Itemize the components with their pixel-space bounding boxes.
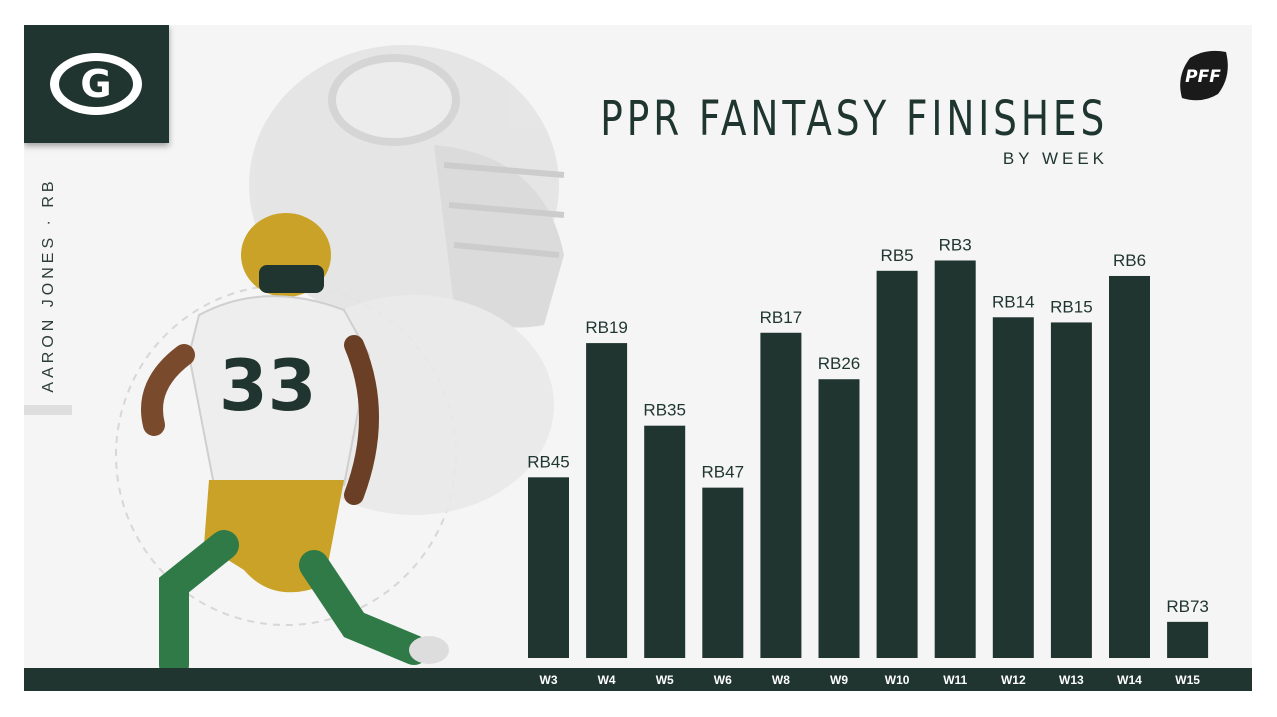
- bar-w14: [1109, 275, 1150, 658]
- x-tick-w6: W6: [714, 673, 732, 687]
- data-label-w6: RB47: [702, 463, 745, 482]
- bar-chart: RB45 W3 RB19 W4 RB35 W5 RB47 W6 RB17 W8 RB26 W9 RB5 W…: [527, 235, 1209, 687]
- player-name-vertical: AARON JONES · RB: [29, 177, 69, 392]
- player-artwork: 33: [115, 45, 565, 680]
- bar-w4: [586, 343, 628, 658]
- pff-football-logo-icon: PFF: [1180, 50, 1228, 101]
- data-label-w12: RB14: [992, 292, 1035, 311]
- bar-w6: [702, 487, 744, 658]
- data-label-w8: RB17: [760, 308, 803, 327]
- data-label-w14: RB6: [1113, 251, 1146, 270]
- svg-text:33: 33: [219, 345, 316, 427]
- bar-w5: [644, 425, 686, 658]
- data-label-w3: RB45: [527, 452, 570, 471]
- x-tick-w13: W13: [1059, 673, 1084, 687]
- pff-logo-text: PFF: [1185, 67, 1221, 87]
- bar-w3: [528, 477, 569, 658]
- bar-w12: [992, 317, 1034, 658]
- bar-w15: [1167, 621, 1209, 658]
- infographic-card: 33 G AARON JONES · RB PPR FANTASY FINISH…: [24, 25, 1252, 691]
- running-player-icon: 33: [141, 213, 449, 680]
- x-tick-w3: W3: [540, 673, 558, 687]
- x-tick-w9: W9: [830, 673, 848, 687]
- x-tick-w8: W8: [772, 673, 790, 687]
- bar-w8: [760, 332, 802, 658]
- packers-g-logo-icon: G: [50, 53, 142, 115]
- data-label-w11: RB3: [939, 235, 972, 254]
- logo-letter: G: [80, 62, 111, 106]
- data-label-w13: RB15: [1050, 297, 1093, 316]
- bar-w11: [934, 260, 976, 658]
- bar-w9: [818, 379, 860, 658]
- x-tick-w4: W4: [598, 673, 616, 687]
- x-tick-w12: W12: [1001, 673, 1026, 687]
- data-label-w15: RB73: [1166, 597, 1209, 616]
- x-tick-w14: W14: [1117, 673, 1142, 687]
- bar-w10: [876, 270, 918, 658]
- bar-w13: [1050, 322, 1092, 658]
- team-logo: G: [24, 25, 169, 143]
- chart-title: PPR FANTASY FINISHES: [600, 91, 1108, 147]
- x-tick-w15: W15: [1175, 673, 1200, 687]
- chart-subtitle: BY WEEK: [1002, 149, 1108, 168]
- player-name-label: AARON JONES · RB: [40, 177, 57, 393]
- data-label-w9: RB26: [818, 354, 861, 373]
- x-tick-w11: W11: [943, 673, 967, 687]
- divider: [24, 405, 72, 415]
- x-axis-band: [24, 668, 1252, 691]
- x-tick-w10: W10: [885, 673, 910, 687]
- data-label-w10: RB5: [881, 246, 914, 265]
- data-label-w5: RB35: [643, 401, 686, 420]
- x-tick-w5: W5: [656, 673, 674, 687]
- data-label-w4: RB19: [585, 318, 628, 337]
